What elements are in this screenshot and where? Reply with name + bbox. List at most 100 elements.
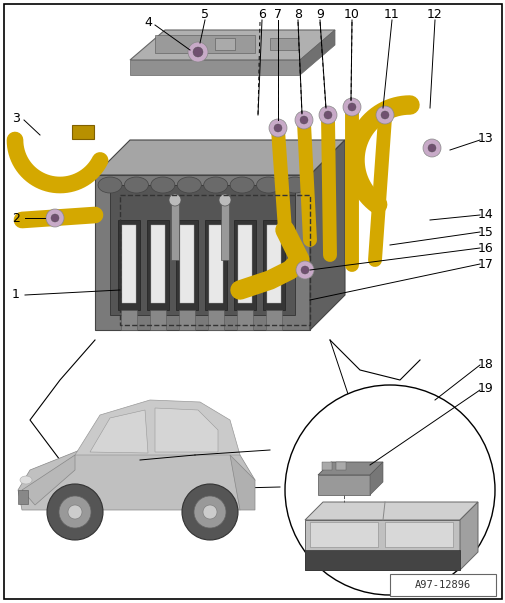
Circle shape [295, 261, 314, 279]
Text: A97-12896: A97-12896 [414, 580, 470, 590]
Bar [122, 225, 136, 303]
Ellipse shape [230, 177, 254, 193]
Circle shape [299, 116, 308, 124]
Text: 1: 1 [12, 288, 20, 302]
Circle shape [169, 194, 181, 206]
Bar [205, 220, 227, 310]
Circle shape [192, 47, 203, 57]
Circle shape [318, 106, 336, 124]
Bar [267, 225, 280, 303]
Ellipse shape [124, 177, 148, 193]
Bar [176, 220, 197, 310]
Bar [305, 550, 459, 570]
Circle shape [59, 496, 91, 528]
Circle shape [219, 194, 231, 206]
Text: 3: 3 [12, 112, 20, 124]
Polygon shape [310, 140, 344, 330]
Circle shape [68, 505, 82, 519]
Text: 7: 7 [274, 7, 281, 21]
Circle shape [274, 124, 281, 132]
Circle shape [47, 484, 103, 540]
Text: 17: 17 [477, 257, 493, 271]
Bar [149, 310, 166, 330]
Bar [18, 490, 28, 504]
Polygon shape [95, 175, 310, 330]
Bar [263, 220, 284, 310]
Text: 12: 12 [426, 7, 442, 21]
Circle shape [203, 505, 217, 519]
Bar [384, 522, 452, 547]
Circle shape [380, 111, 388, 119]
Text: 4: 4 [144, 16, 152, 28]
Circle shape [182, 484, 237, 540]
Bar [270, 38, 297, 50]
Polygon shape [22, 455, 75, 505]
Polygon shape [317, 462, 382, 475]
Bar [221, 200, 229, 260]
Text: 8: 8 [293, 7, 301, 21]
Ellipse shape [282, 177, 307, 193]
Circle shape [347, 103, 356, 111]
Circle shape [193, 496, 226, 528]
Text: 18: 18 [477, 359, 493, 371]
Text: 19: 19 [477, 382, 493, 394]
Circle shape [188, 42, 208, 62]
Circle shape [269, 119, 286, 137]
Bar [389, 574, 495, 596]
Polygon shape [130, 30, 334, 60]
Ellipse shape [177, 177, 201, 193]
Bar [171, 200, 179, 260]
Bar [72, 125, 94, 139]
Polygon shape [459, 502, 477, 570]
Circle shape [51, 214, 59, 222]
Polygon shape [230, 455, 255, 510]
Text: 5: 5 [200, 7, 209, 21]
Ellipse shape [150, 177, 175, 193]
Polygon shape [369, 462, 382, 495]
Bar [179, 310, 194, 330]
Polygon shape [130, 60, 299, 75]
Circle shape [300, 266, 309, 274]
Text: 15: 15 [477, 226, 493, 239]
Polygon shape [75, 400, 239, 455]
Bar [266, 310, 281, 330]
Text: 10: 10 [343, 7, 359, 21]
Text: 9: 9 [316, 7, 323, 21]
Bar [236, 310, 252, 330]
Text: 14: 14 [477, 209, 493, 221]
Circle shape [427, 144, 435, 152]
Bar [147, 220, 169, 310]
Ellipse shape [20, 476, 32, 484]
Polygon shape [18, 445, 255, 510]
Polygon shape [305, 502, 477, 520]
Polygon shape [90, 410, 147, 453]
Bar [209, 225, 223, 303]
Bar [237, 225, 251, 303]
Text: 16: 16 [477, 241, 493, 254]
Bar [335, 462, 345, 470]
Bar [233, 220, 256, 310]
Text: 11: 11 [383, 7, 399, 21]
Ellipse shape [256, 177, 280, 193]
Polygon shape [305, 520, 459, 570]
Circle shape [342, 98, 360, 116]
Circle shape [284, 385, 494, 595]
Bar [180, 225, 193, 303]
Bar [208, 310, 224, 330]
Text: 13: 13 [477, 131, 493, 145]
Polygon shape [299, 30, 334, 75]
Bar [321, 462, 331, 470]
Bar [317, 475, 369, 495]
Ellipse shape [204, 177, 227, 193]
Circle shape [422, 139, 440, 157]
Circle shape [46, 209, 64, 227]
Bar [121, 310, 137, 330]
Bar [118, 220, 140, 310]
Bar [155, 35, 255, 53]
Circle shape [323, 111, 331, 119]
Ellipse shape [98, 177, 122, 193]
Bar [150, 225, 165, 303]
Circle shape [375, 106, 393, 124]
Polygon shape [110, 185, 294, 315]
Bar [215, 38, 234, 50]
